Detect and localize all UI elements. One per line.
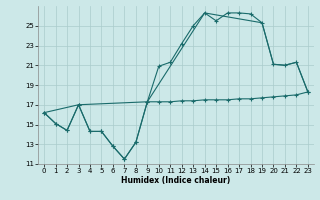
X-axis label: Humidex (Indice chaleur): Humidex (Indice chaleur) bbox=[121, 176, 231, 185]
